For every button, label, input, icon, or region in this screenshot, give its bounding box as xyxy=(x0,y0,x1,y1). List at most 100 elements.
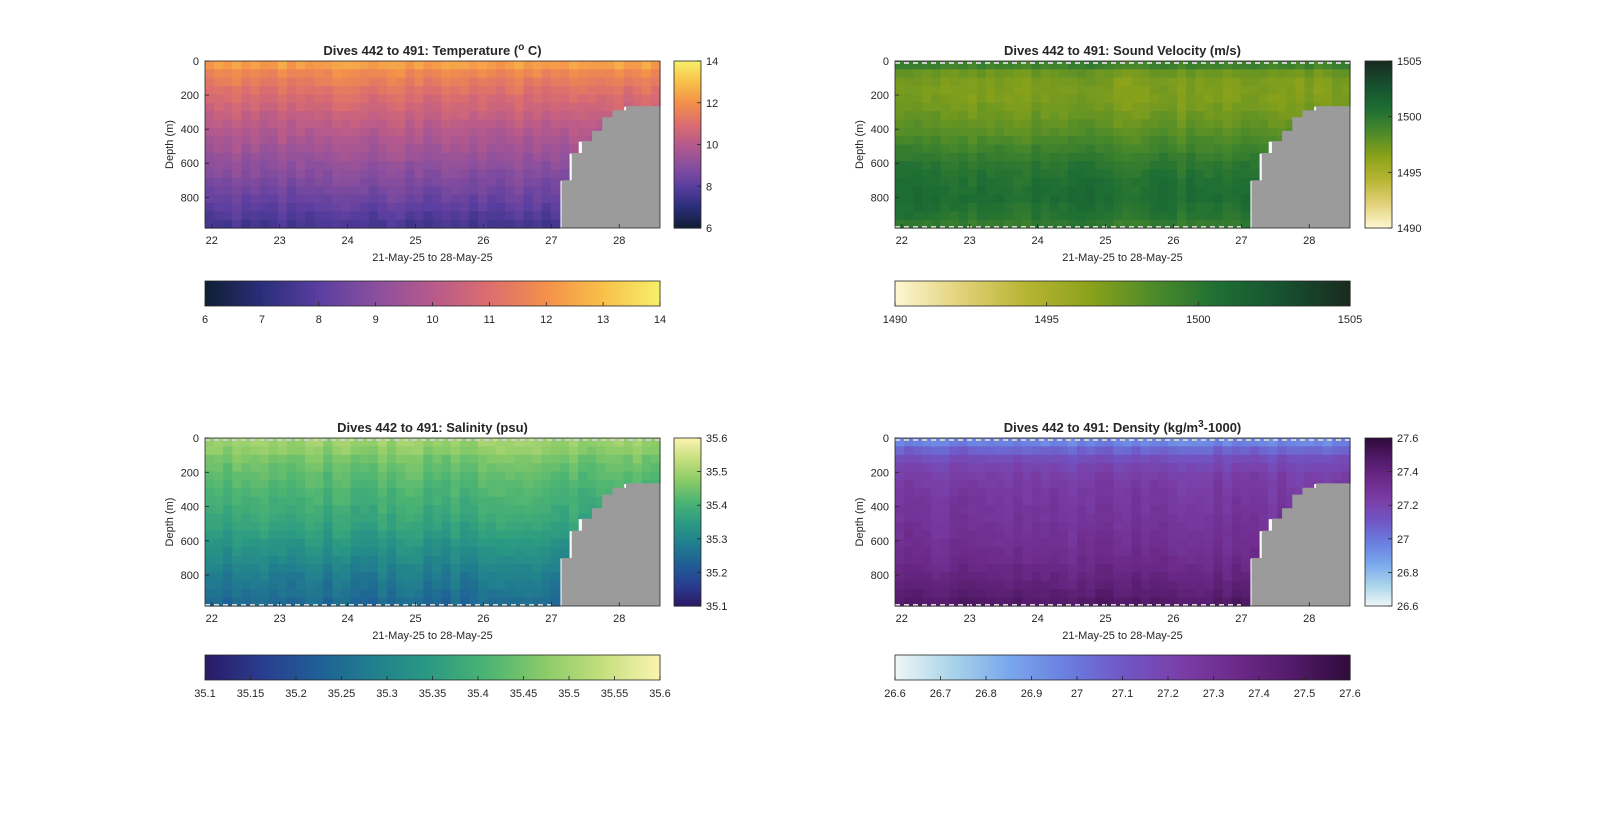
heatmap-cell xyxy=(1186,111,1196,121)
heatmap-cell xyxy=(514,219,525,229)
heatmap-cell xyxy=(1313,61,1324,70)
heatmap-cell xyxy=(487,589,497,599)
heatmap-cell xyxy=(922,589,932,599)
heatmap-cell xyxy=(1022,136,1033,146)
heatmap-cell xyxy=(532,488,543,498)
heatmap-cell xyxy=(967,152,978,162)
heatmap-cell xyxy=(1077,211,1087,221)
heatmap-cell xyxy=(305,69,315,79)
colorbar-segment xyxy=(674,216,701,221)
heatmap-cell xyxy=(241,69,252,79)
heatmap-cell xyxy=(368,463,379,473)
colorbar-segment xyxy=(1020,281,1025,306)
heatmap-cell xyxy=(550,194,561,204)
heatmap-cell xyxy=(414,522,424,531)
colorbar-segment xyxy=(1133,655,1139,680)
heatmap-cell xyxy=(414,177,424,187)
heatmap-cell xyxy=(1222,480,1233,489)
colorbar-segment xyxy=(925,655,930,680)
heatmap-cell xyxy=(1058,454,1069,464)
heatmap-cell xyxy=(450,127,461,137)
heatmap-cell xyxy=(286,152,297,162)
heatmap-cell xyxy=(541,61,552,70)
heatmap-cell xyxy=(405,69,415,79)
heatmap-cell xyxy=(1022,69,1033,79)
heatmap-cell xyxy=(305,555,315,565)
heatmap-cell xyxy=(387,136,397,146)
colorbar-segment xyxy=(674,474,701,478)
heatmap-cell xyxy=(1331,77,1342,87)
heatmap-cell xyxy=(350,169,361,179)
colorbar-segment xyxy=(534,655,540,680)
heatmap-cell xyxy=(350,177,361,187)
heatmap-cell xyxy=(1186,522,1196,531)
heatmap-cell xyxy=(1077,522,1087,531)
heatmap-cell xyxy=(341,505,352,515)
heatmap-cell xyxy=(423,538,434,548)
colorbar-segment xyxy=(1027,655,1033,680)
heatmap-cell xyxy=(922,194,932,204)
y-tick-label: 800 xyxy=(871,570,889,582)
heatmap-cell xyxy=(1195,94,1205,104)
x-tick-label: 26 xyxy=(1167,613,1179,625)
heatmap-cell xyxy=(559,86,570,95)
heatmap-cell xyxy=(350,86,361,95)
heatmap-cell xyxy=(940,161,951,171)
heatmap-cell xyxy=(214,202,224,212)
heatmap-cell xyxy=(1086,119,1096,129)
heatmap-cell xyxy=(1331,480,1342,485)
heatmap-cell xyxy=(341,86,352,95)
heatmap-cell xyxy=(1177,597,1187,607)
heatmap-cell xyxy=(1177,454,1187,464)
heatmap-cell xyxy=(1186,219,1196,229)
heatmap-cell xyxy=(359,152,370,162)
heatmap-cell xyxy=(405,446,415,456)
heatmap-cell xyxy=(1040,530,1051,540)
heatmap-cell xyxy=(1177,86,1187,95)
heatmap-cell xyxy=(1149,530,1160,540)
heatmap-cell xyxy=(277,564,288,573)
heatmap-cell xyxy=(1077,136,1087,146)
heatmap-cell xyxy=(405,547,415,557)
heatmap-cell xyxy=(296,194,306,204)
heatmap-cell xyxy=(986,211,996,221)
y-tick-label: 600 xyxy=(181,158,199,170)
heatmap-cell xyxy=(432,438,443,447)
heatmap-cell xyxy=(1204,564,1215,573)
heatmap-cell xyxy=(523,211,534,221)
heatmap-cell xyxy=(205,597,215,607)
heatmap-cell xyxy=(940,211,951,221)
heatmap-cell xyxy=(1013,111,1023,121)
heatmap-cell xyxy=(1204,471,1215,481)
colorbar-segment xyxy=(451,281,456,306)
heatmap-cell xyxy=(286,169,297,179)
colorbar-segment xyxy=(1293,281,1298,306)
heatmap-cell xyxy=(1195,69,1205,79)
heatmap-cell xyxy=(350,94,361,104)
colorbar-segment xyxy=(496,655,502,680)
heatmap-cell xyxy=(1031,496,1042,506)
heatmap-cell xyxy=(958,94,969,104)
heatmap-cell xyxy=(1031,488,1042,498)
heatmap-cell xyxy=(904,194,914,204)
heatmap-cell xyxy=(569,505,579,515)
colorbar-tick-label: 35.6 xyxy=(649,688,670,700)
heatmap-cell xyxy=(1177,471,1187,481)
heatmap-cell xyxy=(514,86,525,95)
colorbar-segment xyxy=(356,281,362,306)
heatmap-cell xyxy=(1204,86,1215,95)
colorbar-segment xyxy=(443,655,449,680)
heatmap-cell xyxy=(958,505,969,515)
heatmap-cell xyxy=(569,488,579,498)
heatmap-cell xyxy=(605,454,616,464)
heatmap-cell xyxy=(949,480,960,489)
heatmap-cell xyxy=(305,446,315,456)
colorbar-segment xyxy=(1304,655,1309,680)
heatmap-cell xyxy=(496,77,506,87)
heatmap-cell xyxy=(1077,555,1087,565)
colorbar-tick-label: 26.6 xyxy=(884,688,905,700)
heatmap-cell xyxy=(1240,446,1251,456)
heatmap-cell xyxy=(359,219,370,229)
heatmap-cell xyxy=(1067,496,1078,506)
heatmap-cell xyxy=(1040,555,1051,565)
